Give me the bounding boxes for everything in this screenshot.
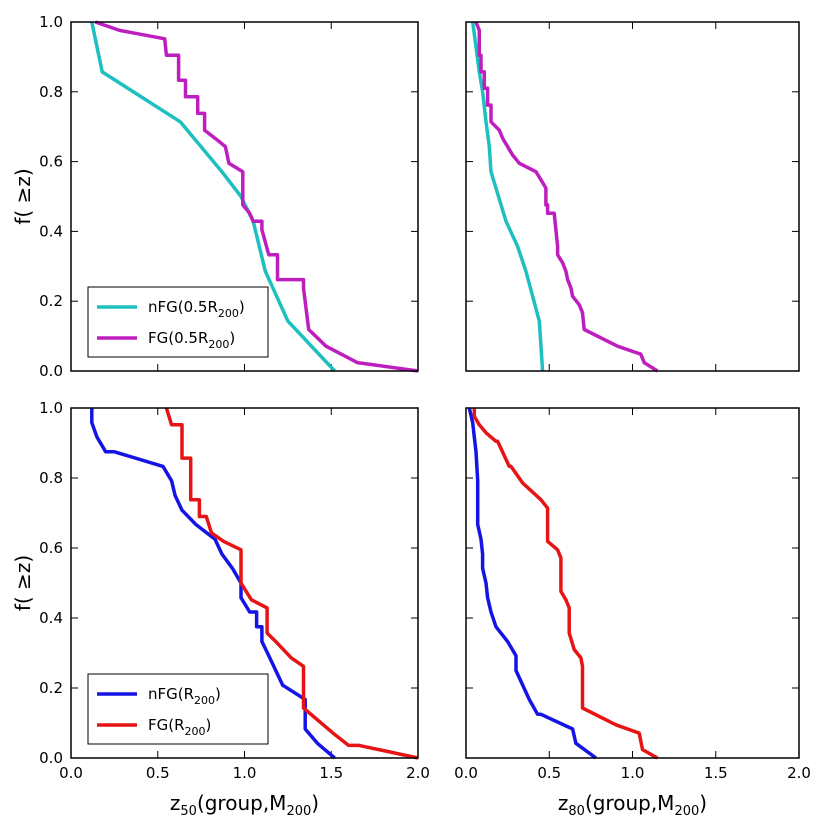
plot-frame bbox=[465, 407, 800, 759]
x-tick-label: 2.0 bbox=[787, 764, 811, 782]
legend-label: nFG(0.5R200) bbox=[148, 298, 245, 320]
x-tick-label: 0.0 bbox=[59, 764, 83, 782]
legend-label-part-0: FG(R bbox=[148, 716, 185, 734]
y-axis-label: f( ≥z) bbox=[11, 168, 35, 224]
legend-label-part-1: 200 bbox=[218, 307, 239, 320]
x-axis-label-part-3: 200 bbox=[286, 804, 311, 819]
panel-top-left: 0.00.20.40.60.81.0f( ≥z)nFG(0.5R200)FG(0… bbox=[11, 13, 419, 380]
x-axis-label: z80(group,M200) bbox=[558, 791, 707, 819]
y-tick-label: 1.0 bbox=[39, 399, 63, 417]
x-tick-label: 1.5 bbox=[319, 764, 343, 782]
x-tick-label: 0.5 bbox=[537, 764, 561, 782]
legend-label-part-2: ) bbox=[239, 298, 245, 316]
x-axis-label-part-0: z bbox=[558, 791, 569, 815]
y-tick-label: 0.4 bbox=[39, 222, 63, 240]
y-tick-label: 0.6 bbox=[39, 539, 63, 557]
legend-label-part-0: nFG(R bbox=[148, 685, 194, 703]
legend-label-part-1: 200 bbox=[185, 725, 206, 738]
series-line-nfg-0-5r200- bbox=[90, 21, 336, 373]
x-axis-label-part-2: (group,M bbox=[197, 791, 287, 815]
y-tick-label: 0.2 bbox=[39, 679, 63, 697]
x-axis-label-part-3: 200 bbox=[674, 804, 699, 819]
y-tick-label: 0.6 bbox=[39, 153, 63, 171]
legend-label-part-1: 200 bbox=[208, 338, 229, 351]
series-line-nfg-r200- bbox=[90, 408, 336, 760]
x-axis-label-part-4: ) bbox=[311, 791, 319, 815]
panel-bottom-left: 0.0 0.5 1.0 1.5 2.0 0.0 0.2 0.4 0.6 0.8 1.0 f( ≥z) z… bbox=[11, 399, 430, 819]
plot-frame bbox=[465, 21, 800, 372]
x-axis-label-part-1: 80 bbox=[568, 804, 585, 819]
legend: nFG(0.5R200)FG(0.5R200) bbox=[87, 286, 269, 358]
legend-box bbox=[87, 286, 269, 358]
series-line-nfg-0-5r200- bbox=[470, 21, 545, 372]
legend-label-part-2: ) bbox=[229, 329, 235, 347]
panel-top-right bbox=[465, 21, 800, 373]
legend-label-part-1: 200 bbox=[194, 694, 215, 707]
y-axis-label: f( ≥z) bbox=[11, 555, 35, 611]
legend: nFG(R200)FG(R200) bbox=[87, 673, 269, 745]
x-tick-label: 1.0 bbox=[233, 764, 257, 782]
x-axis-label-part-0: z bbox=[170, 791, 181, 815]
x-tick-label: 0.5 bbox=[146, 764, 170, 782]
series-line-fg-0-5r200- bbox=[474, 21, 659, 373]
legend-label-part-2: ) bbox=[206, 716, 212, 734]
x-tick-label: 1.5 bbox=[704, 764, 728, 782]
plot-frame bbox=[70, 21, 419, 372]
y-tick-label: 0.8 bbox=[39, 83, 63, 101]
x-axis-label: z50(group,M200) bbox=[170, 791, 319, 819]
x-axis-label-part-2: (group,M bbox=[585, 791, 675, 815]
x-tick-label: 1.0 bbox=[621, 764, 645, 782]
legend-label: nFG(R200) bbox=[148, 685, 221, 707]
legend-box bbox=[87, 673, 269, 745]
x-tick-label: 0.0 bbox=[454, 764, 478, 782]
legend-label: FG(0.5R200) bbox=[148, 329, 235, 351]
x-axis-label-part-1: 50 bbox=[180, 804, 197, 819]
y-tick-label: 0.8 bbox=[39, 469, 63, 487]
y-tick-label: 1.0 bbox=[39, 13, 63, 31]
legend-label-part-2: ) bbox=[215, 685, 221, 703]
y-tick-label: 0.0 bbox=[39, 362, 63, 380]
panel-bottom-right: 0.0 0.5 1.0 1.5 2.0 z80(group,M200) bbox=[454, 407, 811, 819]
legend-label: FG(R200) bbox=[148, 716, 211, 738]
y-tick-label: 0.0 bbox=[39, 749, 63, 767]
y-tick-label: 0.2 bbox=[39, 292, 63, 310]
series-line-fg-r200- bbox=[472, 408, 659, 760]
plot-frame bbox=[70, 407, 419, 759]
legend-label-part-0: FG(0.5R bbox=[148, 329, 208, 347]
x-tick-label: 2.0 bbox=[406, 764, 430, 782]
series-line-fg-0-5r200- bbox=[94, 20, 419, 373]
series-line-fg-r200- bbox=[164, 407, 419, 760]
legend-label-part-0: nFG(0.5R bbox=[148, 298, 218, 316]
y-tick-label: 0.4 bbox=[39, 609, 63, 627]
x-axis-label-part-4: ) bbox=[699, 791, 707, 815]
series-line-nfg-r200- bbox=[467, 407, 597, 760]
